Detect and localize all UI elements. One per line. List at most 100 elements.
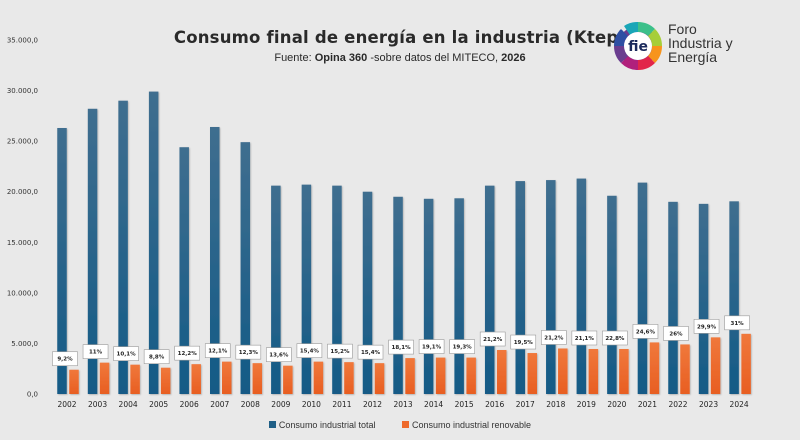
bar-renewable-2015 [466,357,476,394]
legend-swatch-total [268,421,276,428]
pct-label-box [143,349,170,365]
pct-label: 12,3% [239,350,259,356]
bar-renewable-2019 [588,348,599,394]
bar-total-2014 [423,198,434,394]
pct-label: 29,9% [697,324,717,330]
x-tick-label: 2023 [699,400,718,409]
x-tick-label: 2012 [363,400,382,409]
bar-total-2008 [240,142,251,394]
pct-label-box [266,347,292,362]
legend-label-total: Consumo industrial total [278,420,376,430]
bar-total-2024 [729,201,739,394]
bar-total-2015 [454,198,464,394]
pct-label-box [357,344,384,360]
logo-line-1: Foro [668,21,697,37]
x-tick-label: 2004 [119,400,138,409]
x-tick-label: 2014 [424,400,443,409]
x-tick-label: 2010 [302,400,321,409]
x-tick-label: 2015 [455,400,474,409]
pct-label: 12,2% [178,351,198,357]
pct-label-box [235,344,262,360]
pct-label: 22,8% [605,336,625,342]
y-axis: 0,0 5.000,0 10.000,0 15.000,0 20.000,0 25.000… [7,37,38,399]
x-tick-label: 2003 [88,400,107,409]
bar-renewable-2003 [99,362,110,394]
y-tick-label: 15.000,0 [7,239,38,247]
bar-renewable-2020 [619,348,629,394]
bar-total-2016 [484,185,495,394]
pct-label-box [571,330,598,346]
bar-renewable-2012 [374,363,385,394]
pct-label: 15,2% [330,349,350,355]
pct-label: 24,6% [636,329,656,335]
pct-label-box [52,351,78,367]
pct-label-box [174,345,200,361]
x-axis: 2002 2003 2004 2005 2006 2007 2008 2009 2010 2011… [57,400,748,409]
bar-total-2007 [210,126,220,395]
pct-label: 18,1% [392,345,412,351]
bar-renewable-2002 [69,369,79,394]
chart-title: Consumo final de energía en la industria… [173,28,627,47]
bar-renewable-2023 [710,337,721,394]
bar-total-2004 [118,100,128,394]
bar-total-2012 [362,191,373,394]
pct-label: 21,2% [483,337,503,343]
subtitle-year: 2026 [501,52,526,64]
bar-renewable-2006 [191,364,201,394]
bar-renewable-2007 [222,361,232,394]
bar-total-2013 [393,196,403,394]
pct-label: 19,3% [453,345,473,351]
pct-label-box [388,339,414,355]
x-tick-label: 2017 [516,400,535,409]
chart-subtitle: Fuente: Opina 360 -sobre datos del MITEC… [0,52,800,64]
x-tick-label: 2011 [332,400,351,409]
subtitle-source: Opina 360 [314,52,368,64]
legend-label-renewable: Consumo industrial renovable [412,420,532,430]
x-tick-label: 2022 [668,400,687,409]
x-tick-label: 2007 [210,400,229,409]
bar-total-2009 [271,185,281,394]
bar-renewable-2016 [496,350,507,394]
bar-total-2019 [576,178,587,394]
bar-renewable-2018 [558,348,568,394]
pct-label: 12,1% [208,349,228,355]
bar-total-2021 [637,182,648,394]
y-tick-label: 35.000,0 [7,37,38,45]
legend-item-renewable[interactable]: Consumo industrial renovable [402,420,531,430]
pct-label: 9,2% [57,357,73,363]
y-tick-label: 5.000,0 [11,340,38,348]
bar-total-2017 [515,181,525,394]
pct-label-box [327,343,353,359]
pct-label: 10,1% [117,352,137,358]
bar-total-2011 [332,185,342,394]
x-tick-label: 2005 [149,400,168,409]
pct-label-box [418,339,445,354]
bar-total-2018 [546,180,556,394]
gear-logo-icon: fie [613,21,663,71]
x-tick-label: 2021 [638,400,657,409]
x-tick-label: 2019 [577,400,596,409]
legend-swatch-renewable [402,421,409,428]
bar-total-2002 [57,127,67,394]
bar-renewable-2011 [344,362,354,394]
x-tick-label: 2018 [546,400,565,409]
x-tick-label: 2008 [241,400,260,409]
x-tick-label: 2013 [394,400,413,409]
pct-label: 21,2% [544,335,564,341]
pct-label: 8,8% [149,355,165,361]
x-tick-label: 2024 [730,400,749,409]
y-tick-label: 25.000,0 [7,138,38,146]
bar-total-2023 [698,203,709,394]
pct-label: 15,4% [300,349,320,355]
bar-renewable-2008 [252,363,263,394]
bar-total-2005 [148,91,159,394]
bar-renewable-2004 [130,364,140,394]
bar-total-2022 [668,201,678,394]
logo-line-3: Energía [668,49,718,65]
bar-renewable-2017 [527,353,537,394]
pct-label-box [724,315,750,331]
pct-label: 11% [89,350,103,356]
pct-label: 26% [669,331,683,337]
legend-item-total[interactable]: Consumo industrial total [268,420,376,430]
